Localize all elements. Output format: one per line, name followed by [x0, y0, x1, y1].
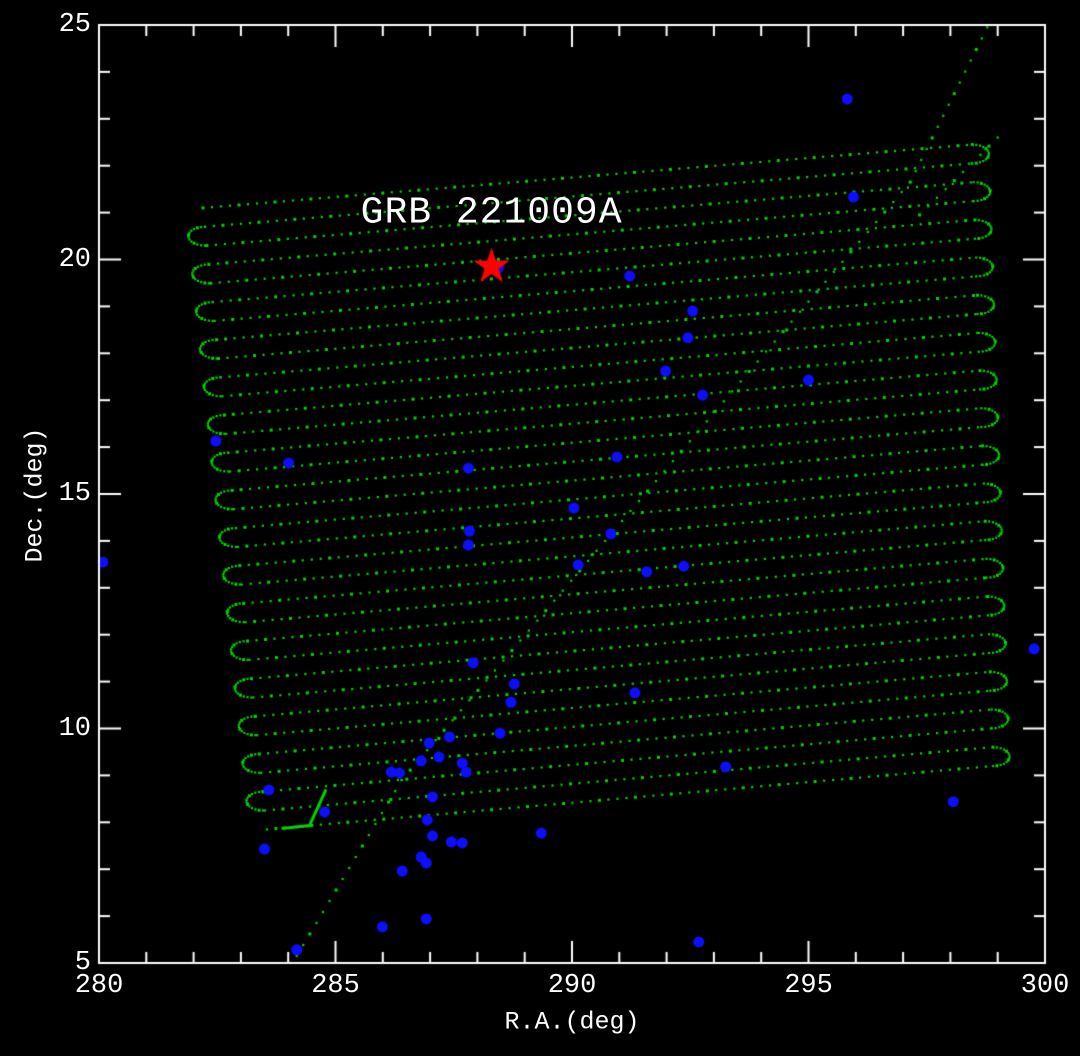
y-tick-label: 25	[58, 10, 91, 40]
x-tick-label: 280	[74, 971, 124, 1001]
x-tick-label: 290	[547, 971, 597, 1001]
y-tick-label: 15	[58, 479, 91, 509]
x-axis-title: R.A.(deg)	[504, 1007, 640, 1037]
y-tick-label: 20	[58, 244, 91, 275]
y-tick-label: 5	[74, 948, 91, 978]
grb-annotation-label: GRB 221009A	[360, 191, 623, 235]
x-tick-label: 295	[784, 971, 833, 1001]
x-tick-label: 285	[311, 971, 360, 1001]
x-tick-label: 300	[1020, 971, 1070, 1001]
y-tick-label: 10	[58, 713, 91, 744]
